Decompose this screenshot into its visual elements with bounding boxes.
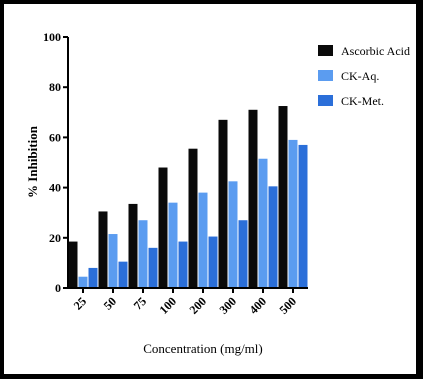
chart-frame: [4, 4, 416, 374]
legend-label: CK-Aq.: [341, 69, 379, 83]
bar-ck-aq-100: [168, 202, 178, 288]
x-tick-label: 25: [71, 294, 89, 312]
x-tick-label: 400: [246, 294, 269, 317]
y-tick-label: 20: [49, 231, 61, 245]
x-tick-label: 200: [186, 294, 209, 317]
bar-ck-aq-50: [108, 234, 118, 288]
bar-ck-met-75: [148, 247, 158, 288]
bar-ck-aq-200: [198, 192, 208, 288]
legend-swatch: [318, 95, 333, 106]
bar-ascorbic-acid-500: [278, 106, 288, 289]
legend-swatch: [318, 70, 333, 81]
bar-ascorbic-acid-75: [128, 203, 138, 288]
bar-ck-met-200: [208, 236, 218, 288]
x-tick-label: 300: [216, 294, 239, 317]
y-axis-label: % Inhibition: [25, 125, 40, 198]
legend-label: CK-Met.: [341, 94, 384, 108]
bar-ck-met-100: [178, 241, 188, 288]
y-tick-label: 60: [49, 130, 61, 144]
bar-ascorbic-acid-100: [158, 167, 168, 288]
legend: Ascorbic Acid CK-Aq. CK-Met.: [318, 44, 410, 108]
bar-ck-met-500: [298, 144, 308, 288]
x-ticks: 25 50 75 100 200 300 400 500: [71, 288, 299, 317]
legend-swatch: [318, 45, 333, 56]
bar-ck-met-300: [238, 220, 248, 288]
bar-ck-met-50: [118, 261, 128, 288]
bar-ck-aq-75: [138, 220, 148, 288]
bars-group: [68, 106, 308, 289]
bar-ascorbic-acid-50: [98, 211, 108, 288]
bar-ck-aq-25: [78, 276, 88, 288]
x-tick-label: 500: [276, 294, 299, 317]
x-tick-label: 100: [156, 294, 179, 317]
y-tick-label: 0: [55, 281, 61, 295]
bar-ck-met-25: [88, 267, 98, 288]
y-tick-label: 40: [49, 181, 61, 195]
bar-ascorbic-acid-200: [188, 148, 198, 288]
legend-label: Ascorbic Acid: [341, 44, 410, 58]
bar-ck-aq-500: [288, 139, 298, 288]
bar-ascorbic-acid-25: [68, 241, 78, 288]
x-tick-label: 75: [131, 294, 149, 312]
bar-ascorbic-acid-300: [218, 119, 228, 288]
x-tick-label: 50: [101, 294, 119, 312]
x-axis-label: Concentration (mg/ml): [143, 341, 263, 356]
y-tick-label: 100: [43, 30, 61, 44]
y-tick-label: 80: [49, 80, 61, 94]
bar-ascorbic-acid-400: [248, 109, 258, 288]
bar-ck-aq-300: [228, 181, 238, 288]
y-ticks: 0 20 40 60 80 100: [43, 30, 68, 295]
bar-ck-met-400: [268, 186, 278, 288]
bar-ck-aq-400: [258, 158, 268, 288]
